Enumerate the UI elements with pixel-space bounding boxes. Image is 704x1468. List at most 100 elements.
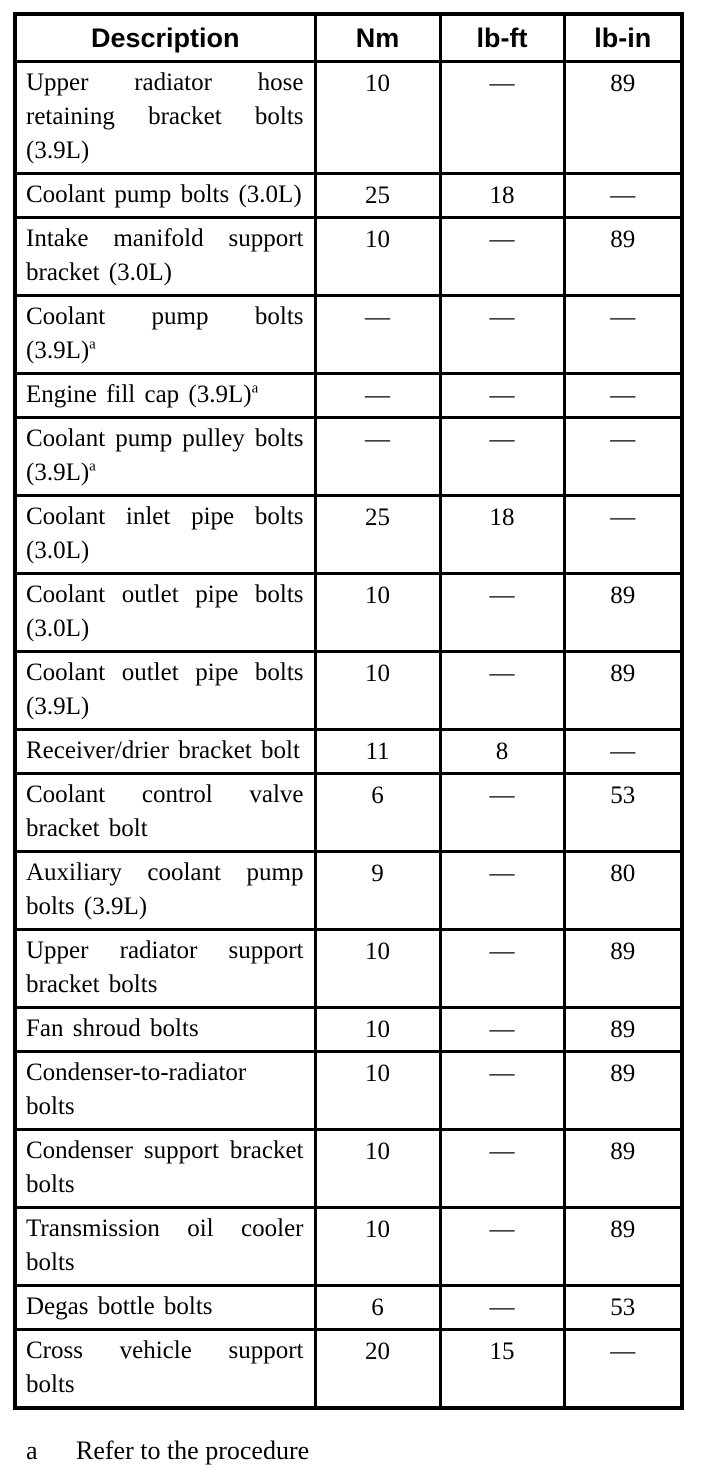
- lb-ft-value-cell: 18: [438, 494, 566, 575]
- description-cell: Upper radiator support bracket bolts: [13, 928, 317, 1009]
- table-row: Intake manifold support bracket (3.0L) 1…: [13, 216, 684, 297]
- nm-value-cell: 10: [313, 1050, 442, 1131]
- lb-ft-value-cell: —: [438, 372, 566, 419]
- table-header-row: Description Nm lb-ft lb-in: [13, 12, 684, 63]
- nm-value-cell: 10: [313, 1206, 442, 1287]
- lb-ft-value-cell: —: [438, 1206, 566, 1287]
- description-cell: Receiver/drier bracket bolt: [13, 728, 317, 775]
- table-row: Engine fill cap (3.9L)a — — —: [13, 372, 684, 419]
- description-text: Intake manifold support bracket (3.0L): [26, 225, 304, 286]
- description-text: Coolant pump bolts (3.9L): [26, 303, 304, 364]
- nm-value-cell: 25: [313, 172, 442, 219]
- table-row: Auxiliary coolant pump bolts (3.9L) 9 — …: [13, 850, 684, 931]
- lb-ft-value-cell: 8: [438, 728, 566, 775]
- lb-ft-value-cell: —: [438, 850, 566, 931]
- table-row: Coolant outlet pipe bolts (3.9L) 10 — 89: [13, 650, 684, 731]
- description-text: Fan shroud bolts: [26, 1015, 199, 1042]
- description-cell: Coolant pump bolts (3.0L): [13, 172, 317, 219]
- lb-in-value-cell: 89: [562, 1206, 684, 1287]
- footnote-marker-sup: a: [89, 336, 96, 353]
- lb-in-value-cell: 53: [562, 772, 684, 853]
- description-cell: Cross vehicle support bolts: [13, 1328, 317, 1410]
- column-header-nm: Nm: [313, 12, 442, 63]
- lb-ft-value-cell: —: [438, 1006, 566, 1053]
- lb-ft-value-cell: —: [438, 1284, 566, 1331]
- description-cell: Coolant pump bolts (3.9L)a: [13, 294, 317, 375]
- description-text: Coolant pump pulley bolts (3.9L): [26, 425, 304, 486]
- column-header-description: Description: [13, 12, 317, 63]
- description-text: Coolant outlet pipe bolts (3.9L): [26, 659, 304, 720]
- nm-value-cell: 10: [313, 928, 442, 1009]
- torque-specifications-table: Description Nm lb-ft lb-in Upper radiato…: [13, 12, 684, 1410]
- lb-in-value-cell: 53: [562, 1284, 684, 1331]
- description-cell: Coolant pump pulley bolts (3.9L)a: [13, 416, 317, 497]
- description-text: Engine fill cap (3.9L): [26, 381, 252, 408]
- table-row: Receiver/drier bracket bolt 11 8 —: [13, 728, 684, 775]
- column-header-lb-in: lb-in: [562, 12, 684, 63]
- description-text: Coolant control valve bracket bolt: [26, 781, 304, 842]
- description-cell: Fan shroud bolts: [13, 1006, 317, 1053]
- table-row: Coolant pump bolts (3.0L) 25 18 —: [13, 172, 684, 219]
- table-row: Transmission oil cooler bolts 10 — 89: [13, 1206, 684, 1287]
- lb-in-value-cell: 89: [562, 928, 684, 1009]
- nm-value-cell: 10: [313, 60, 442, 175]
- nm-value-cell: 10: [313, 216, 442, 297]
- lb-in-value-cell: 89: [562, 60, 684, 175]
- table-row: Upper radiator hose retaining bracket bo…: [13, 60, 684, 175]
- lb-ft-value-cell: —: [438, 216, 566, 297]
- table-body: Upper radiator hose retaining bracket bo…: [13, 60, 684, 1410]
- lb-ft-value-cell: —: [438, 60, 566, 175]
- table-row: Cross vehicle support bolts 20 15 —: [13, 1328, 684, 1410]
- footnote-marker: a: [26, 1436, 38, 1465]
- lb-in-value-cell: —: [562, 494, 684, 575]
- lb-ft-value-cell: —: [438, 650, 566, 731]
- nm-value-cell: 10: [313, 572, 442, 653]
- nm-value-cell: 6: [313, 1284, 442, 1331]
- lb-in-value-cell: —: [562, 1328, 684, 1410]
- description-text: Coolant outlet pipe bolts (3.0L): [26, 581, 304, 642]
- lb-ft-value-cell: —: [438, 928, 566, 1009]
- table-row: Fan shroud bolts 10 — 89: [13, 1006, 684, 1053]
- lb-in-value-cell: 89: [562, 650, 684, 731]
- description-text: Upper radiator hose retaining bracket bo…: [26, 69, 304, 164]
- nm-value-cell: 20: [313, 1328, 442, 1410]
- description-cell: Coolant outlet pipe bolts (3.0L): [13, 572, 317, 653]
- lb-in-value-cell: —: [562, 172, 684, 219]
- nm-value-cell: —: [313, 372, 442, 419]
- description-cell: Condenser support bracket bolts: [13, 1128, 317, 1209]
- table-row: Upper radiator support bracket bolts 10 …: [13, 928, 684, 1009]
- table-row: Coolant pump pulley bolts (3.9L)a — — —: [13, 416, 684, 497]
- description-text: Receiver/drier bracket bolt: [26, 737, 300, 764]
- description-text: Cross vehicle support bolts: [26, 1337, 304, 1398]
- lb-ft-value-cell: 18: [438, 172, 566, 219]
- description-text: Coolant inlet pipe bolts (3.0L): [26, 503, 304, 564]
- nm-value-cell: —: [313, 294, 442, 375]
- table-row: Condenser-to-radiator bolts 10 — 89: [13, 1050, 684, 1131]
- lb-in-value-cell: 89: [562, 1006, 684, 1053]
- lb-in-value-cell: —: [562, 728, 684, 775]
- table-row: Condenser support bracket bolts 10 — 89: [13, 1128, 684, 1209]
- lb-in-value-cell: —: [562, 372, 684, 419]
- description-text: Transmission oil cooler bolts: [26, 1215, 304, 1276]
- description-cell: Engine fill cap (3.9L)a: [13, 372, 317, 419]
- lb-in-value-cell: —: [562, 416, 684, 497]
- description-text: Degas bottle bolts: [26, 1293, 213, 1320]
- table-row: Coolant inlet pipe bolts (3.0L) 25 18 —: [13, 494, 684, 575]
- nm-value-cell: 9: [313, 850, 442, 931]
- lb-ft-value-cell: —: [438, 1128, 566, 1209]
- description-cell: Coolant control valve bracket bolt: [13, 772, 317, 853]
- lb-in-value-cell: 89: [562, 572, 684, 653]
- nm-value-cell: 25: [313, 494, 442, 575]
- description-cell: Condenser-to-radiator bolts: [13, 1050, 317, 1131]
- description-text: Condenser-to-radiator bolts: [26, 1059, 247, 1120]
- lb-in-value-cell: —: [562, 294, 684, 375]
- lb-in-value-cell: 80: [562, 850, 684, 931]
- nm-value-cell: —: [313, 416, 442, 497]
- lb-ft-value-cell: —: [438, 572, 566, 653]
- lb-ft-value-cell: —: [438, 294, 566, 375]
- description-text: Upper radiator support bracket bolts: [26, 937, 304, 998]
- footnote-marker-sup: a: [89, 458, 96, 475]
- footnote: a Refer to the procedure: [26, 1436, 704, 1466]
- lb-in-value-cell: 89: [562, 1128, 684, 1209]
- description-cell: Auxiliary coolant pump bolts (3.9L): [13, 850, 317, 931]
